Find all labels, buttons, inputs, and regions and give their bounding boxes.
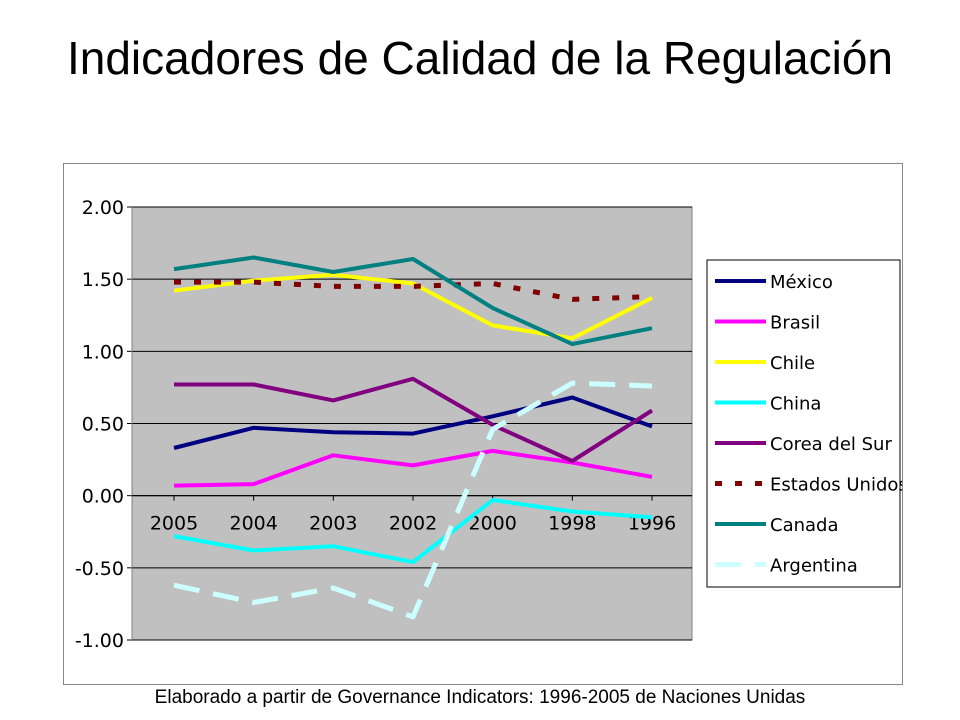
legend-label: México	[770, 272, 833, 293]
y-tick-label: -0.50	[75, 558, 124, 580]
series-line-5	[174, 376, 654, 463]
y-tick-label: 0.50	[82, 414, 124, 436]
series-line-1	[173, 395, 653, 450]
legend-label: China	[770, 394, 821, 415]
series-line-6	[174, 279, 653, 302]
legend-label: Argentina	[770, 556, 858, 577]
x-tick-label: 2002	[389, 513, 437, 535]
y-tick-label: 1.00	[82, 341, 124, 363]
series-line-7	[173, 255, 653, 347]
legend-label: Estados Unidos	[770, 475, 902, 496]
legend-box	[706, 259, 901, 588]
series-line-4	[173, 498, 653, 565]
y-tick-label: 2.00	[82, 197, 124, 219]
legend-label: Corea del Sur	[770, 434, 892, 455]
x-tick-label: 2000	[468, 513, 516, 535]
series-line-3	[173, 272, 653, 341]
y-tick-label: 1.50	[82, 269, 124, 291]
x-tick-label: 2005	[150, 513, 198, 535]
x-tick-label: 2003	[309, 513, 357, 535]
slide-title: Indicadores de Calidad de la Regulación	[66, 32, 893, 84]
chart-frame: 2.00 1.50 1.00 0.50 0.00 -0.50 -1.00 2005 2004 2…	[63, 163, 908, 685]
x-tick-label: 2004	[229, 513, 277, 535]
y-tick-label: -1.00	[75, 630, 124, 652]
source-note: Elaborado a partir de Governance Indicat…	[154, 687, 806, 708]
legend-label: Canada	[770, 515, 839, 536]
y-axis-ticks: 2.00 1.50 1.00 0.50 0.00 -0.50 -1.00	[75, 197, 133, 652]
line-chart: 2.00 1.50 1.00 0.50 0.00 -0.50 -1.00 2005 2004 2…	[75, 197, 908, 652]
series-lines	[173, 255, 654, 620]
series-line-8	[173, 380, 653, 620]
legend-label: Brasil	[770, 313, 820, 334]
legend-label: Chile	[770, 353, 815, 374]
legend: México Brasil Chile China Corea del Sur Estad…	[715, 272, 908, 577]
x-tick-label: 1998	[548, 513, 596, 535]
y-tick-label: 0.00	[82, 486, 124, 508]
